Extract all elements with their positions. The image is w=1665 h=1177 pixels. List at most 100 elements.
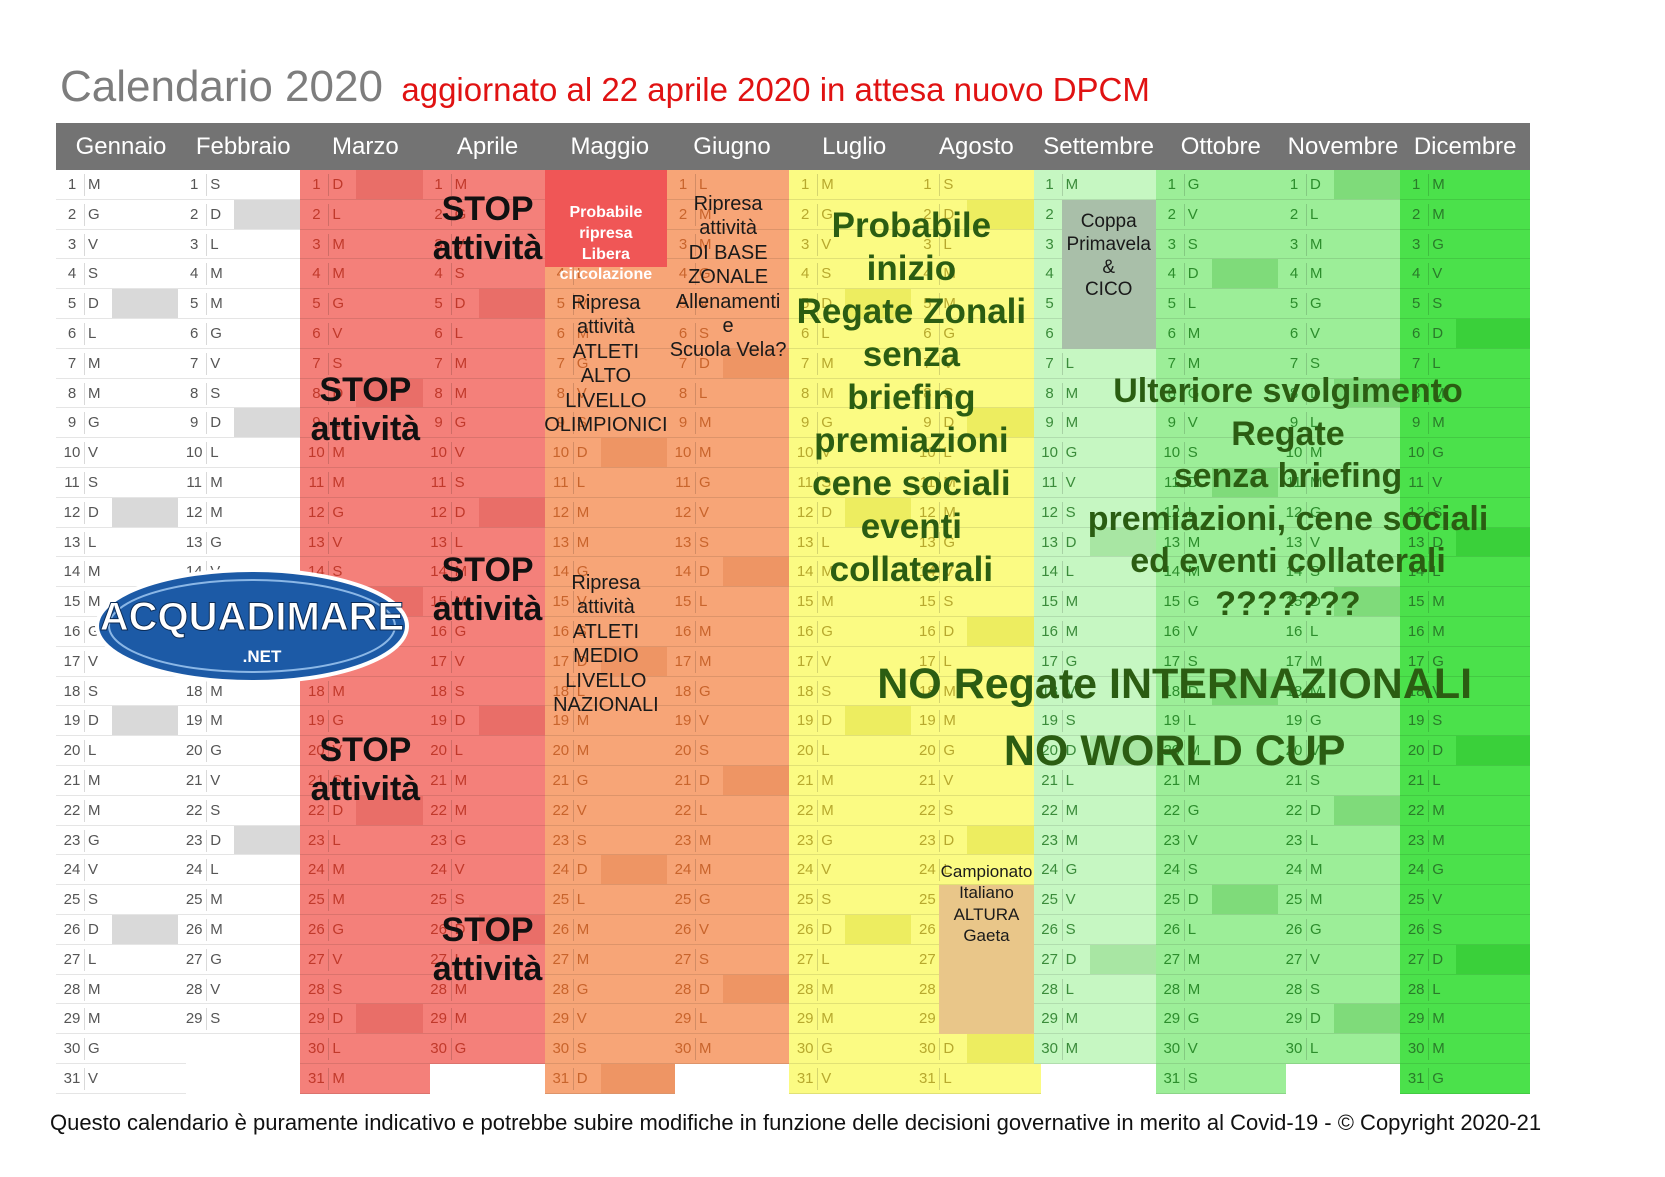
no-regate-internazionali-line: NO WORLD CUP (1003, 727, 1346, 776)
day-row: 28 S (300, 974, 431, 1005)
day-row: 29 M (789, 1004, 920, 1035)
day-number: 7 (1045, 354, 1054, 372)
day-number: 27 (796, 950, 814, 968)
day-separator (450, 710, 452, 733)
day-separator (1183, 859, 1185, 882)
weekday-letter: L (88, 742, 97, 760)
day-separator (328, 203, 330, 226)
day-separator (1306, 978, 1307, 1001)
day-separator (1183, 948, 1185, 971)
day-note-cell (1211, 199, 1286, 229)
day-separator (817, 680, 819, 703)
weekday-letter: V (332, 742, 343, 760)
weekday-letter: L (821, 325, 830, 342)
day-row: 17 G (1033, 646, 1164, 677)
day-separator (328, 174, 330, 196)
weekday-letter: D (821, 503, 833, 521)
day-separator (206, 740, 208, 763)
logo-ellipse-icon: ACQUADIMARE.NET (95, 568, 409, 684)
day-separator (939, 591, 941, 614)
day-number: 12 (430, 503, 447, 521)
day-number: 19 (63, 712, 81, 730)
weekday-letter: S (576, 623, 587, 640)
day-separator (84, 591, 85, 614)
day-number: 20 (430, 742, 447, 760)
day-separator (695, 829, 696, 852)
day-note-cell (1456, 199, 1531, 229)
weekday-letter: G (699, 474, 711, 491)
day-number: 2 (1412, 205, 1421, 223)
day-row: 26 D (56, 915, 186, 945)
day-row: 23 M (1033, 825, 1164, 856)
day-number: 27 (430, 950, 447, 968)
day-separator (328, 1038, 330, 1061)
day-row: 31 D (544, 1064, 675, 1094)
day-number: 18 (308, 682, 325, 700)
weekday-letter: M (1187, 354, 1201, 372)
day-number: 27 (308, 950, 325, 968)
weekday-letter: D (1187, 682, 1199, 700)
day-separator (84, 859, 85, 882)
day-number: 10 (308, 444, 325, 462)
weekday-letter: L (1065, 772, 1074, 789)
day-separator (1183, 352, 1185, 375)
weekday-letter: M (699, 831, 712, 849)
day-note-cell (600, 468, 675, 497)
day-note-cell (234, 319, 309, 348)
weekday-letter: S (943, 801, 954, 819)
day-number: 22 (185, 801, 203, 819)
day-row: 22 M (1033, 795, 1164, 826)
day-number: 5 (312, 295, 321, 313)
day-separator (450, 501, 452, 524)
day-note-cell (356, 468, 431, 497)
day-note-cell (723, 170, 797, 199)
weekday-letter: S (332, 354, 343, 372)
day-separator (1306, 174, 1307, 196)
day-number: 9 (556, 414, 565, 432)
weekday-letter: V (1187, 623, 1198, 640)
day-note-cell (1456, 259, 1531, 289)
day-separator (1428, 263, 1430, 286)
day-row: 25 S (56, 885, 186, 915)
day-note-cell (112, 766, 186, 795)
weekday-letter: L (576, 891, 586, 909)
day-number: 24 (552, 861, 570, 879)
day-note-cell (723, 527, 797, 557)
weekday-letter: M (1187, 980, 1201, 998)
weekday-letter: G (576, 563, 589, 581)
probabile-ripresa-text-line: Probabile (569, 204, 643, 221)
weekday-letter: V (210, 980, 221, 998)
weekday-letter: M (821, 563, 834, 581)
day-note-cell (234, 855, 309, 885)
weekday-letter: V (332, 950, 343, 968)
day-separator (1061, 1008, 1063, 1031)
day-note-cell (356, 378, 431, 408)
weekday-letter: D (699, 980, 710, 998)
weekday-letter: M (576, 742, 590, 760)
day-note-cell (356, 259, 431, 289)
day-number: 11 (308, 474, 325, 491)
weekday-letter: G (332, 503, 345, 521)
day-separator (572, 978, 574, 1001)
weekday-letter: V (88, 444, 99, 462)
weekday-letter: V (210, 772, 221, 789)
day-number: 15 (1163, 593, 1181, 611)
day-separator (1061, 621, 1063, 643)
day-note-cell (112, 319, 186, 348)
day-note-cell (600, 855, 675, 885)
day-separator (1306, 263, 1307, 286)
day-row: 18 D (1155, 676, 1286, 707)
day-separator (1061, 382, 1063, 405)
day-row: 19 D (56, 706, 186, 737)
day-separator (817, 531, 819, 554)
day-number: 22 (63, 801, 81, 819)
